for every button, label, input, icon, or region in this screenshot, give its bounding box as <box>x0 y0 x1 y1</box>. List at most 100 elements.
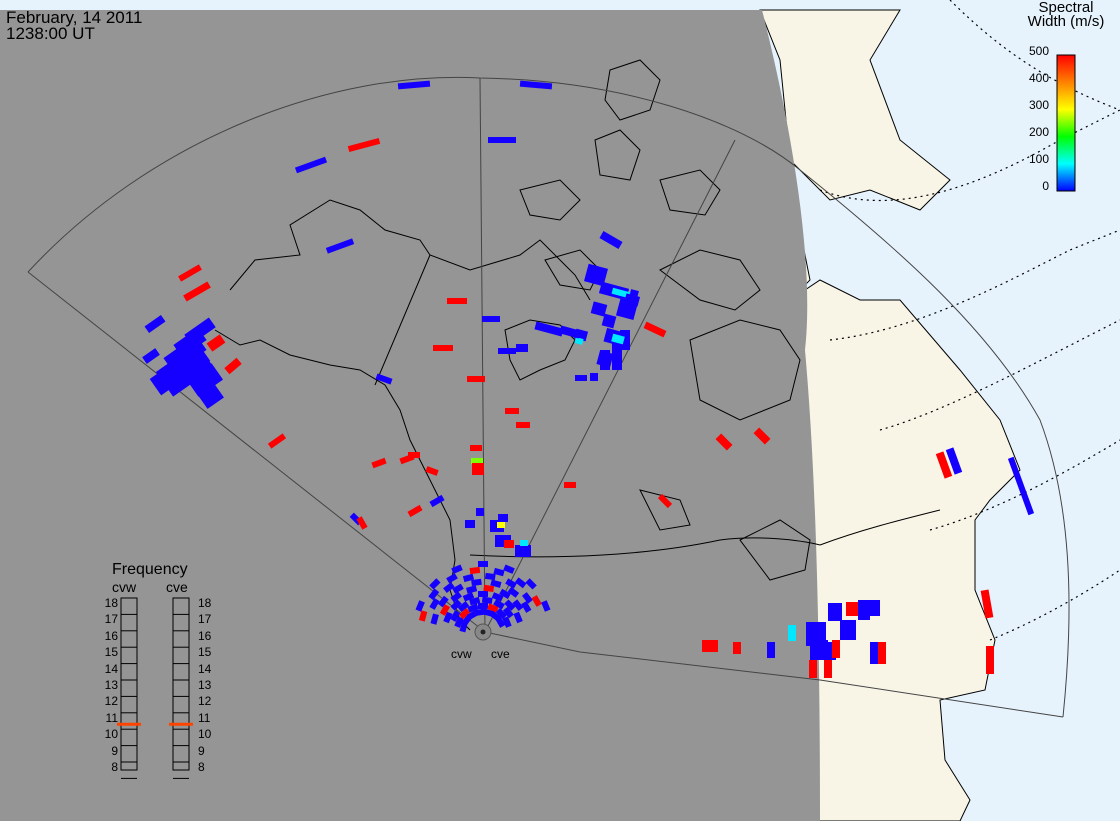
time-label: 1238:00 UT <box>6 24 95 43</box>
frequency-scale-label: 10 <box>198 727 212 742</box>
echo-cell <box>178 264 202 282</box>
echo-cell <box>267 433 287 449</box>
echo-cell <box>450 599 462 611</box>
frequency-scale-label: 18 <box>104 596 118 610</box>
frequency-scale-label: 14 <box>104 661 118 676</box>
colorbar-title-line1: Spectral <box>1038 0 1094 16</box>
echo-cell <box>498 348 516 354</box>
echo-cell <box>184 317 216 345</box>
echo-cell <box>476 508 484 516</box>
echo-cell <box>878 642 886 664</box>
echo-cell <box>450 591 462 603</box>
echo-cell <box>840 620 856 640</box>
echo-cell <box>702 640 718 652</box>
echo-cell <box>450 610 461 622</box>
echo-cell <box>478 591 488 597</box>
echo-cell <box>828 603 842 621</box>
echo-cell <box>493 567 505 577</box>
echo-cell <box>467 376 485 382</box>
echo-cell <box>643 321 667 338</box>
echo-cell <box>809 660 817 678</box>
echo-cell <box>596 350 614 368</box>
echo-cell <box>458 607 471 620</box>
night-region <box>0 10 820 821</box>
echo-cell <box>325 238 355 254</box>
echo-cell <box>504 540 514 548</box>
echo-cell <box>469 566 481 575</box>
echo-cell <box>483 584 495 593</box>
echo-cell <box>183 281 211 302</box>
echo-cell <box>657 493 673 509</box>
colorbar-tick-500: 500 <box>1028 44 1049 58</box>
echo-cell <box>478 561 488 567</box>
echo-cell <box>505 578 517 589</box>
colorbar <box>1056 54 1076 192</box>
land-area-east <box>789 279 1021 821</box>
echo-cell <box>502 616 512 628</box>
echo-cell <box>574 337 584 345</box>
echo-cell <box>512 599 524 611</box>
echo-cell <box>462 573 475 583</box>
echo-cell <box>767 642 775 658</box>
echo-cell <box>832 640 840 658</box>
echo-cell <box>482 316 500 322</box>
coastlines <box>214 59 941 631</box>
echo-cell <box>347 137 381 153</box>
echo-cell <box>490 579 502 588</box>
echo-cell <box>715 433 733 451</box>
frequency-scale-label: 8 <box>198 760 205 774</box>
echo-cell <box>465 585 478 594</box>
echo-cell <box>429 578 441 590</box>
echo-cell <box>457 601 470 613</box>
echo-cell <box>491 592 504 602</box>
echo-cell <box>599 231 623 249</box>
echo-cell <box>620 330 630 350</box>
echo-cell <box>497 522 505 528</box>
echo-cell <box>481 596 493 604</box>
echo-cell <box>519 80 553 90</box>
frequency-gauges <box>120 597 190 771</box>
echo-cell <box>541 600 551 612</box>
echo-cell <box>945 447 963 475</box>
echo-cell <box>858 600 870 620</box>
echo-cell <box>418 610 428 622</box>
echo-cell <box>443 582 455 594</box>
echo-cell <box>429 598 440 610</box>
echo-cell <box>590 373 598 381</box>
echo-cell <box>142 348 160 364</box>
colorbar-tick-400: 400 <box>1028 71 1049 85</box>
echo-cell <box>824 660 832 678</box>
echo-cell <box>514 577 527 589</box>
echo-cell <box>397 80 431 90</box>
echo-cell <box>487 603 499 613</box>
echo-cell <box>408 452 420 458</box>
frequency-scale-label: 17 <box>198 612 212 627</box>
echo-cell <box>513 611 523 624</box>
frequency-scale-label: 11 <box>105 710 118 725</box>
echo-cell <box>495 616 506 628</box>
frequency-scale-label: 9 <box>111 743 118 758</box>
frequency-scale-label: 15 <box>198 645 212 660</box>
frequency-scale-label: 13 <box>104 678 118 692</box>
echo-cell <box>472 463 484 475</box>
echo-cell <box>452 583 464 594</box>
echo-cell <box>462 592 475 602</box>
echo-cell <box>525 578 537 590</box>
echo-cell <box>186 363 224 397</box>
echo-cell <box>504 599 516 611</box>
echo-cell <box>521 601 532 613</box>
echo-cell <box>612 340 622 370</box>
echo-cell <box>629 289 639 299</box>
echo-cell <box>415 600 425 612</box>
echo-cell <box>733 642 741 654</box>
colorbar-tick-300: 300 <box>1028 98 1049 112</box>
echo-cell <box>502 606 514 619</box>
colorbar-tick-0: 0 <box>1042 179 1049 193</box>
echo-cell <box>499 588 511 599</box>
echo-cell <box>521 592 533 604</box>
echo-cell <box>429 494 445 508</box>
colorbar-tick-100: 100 <box>1028 152 1049 166</box>
date-label: February, 14 2011 <box>6 8 143 27</box>
frequency-scale-label: 17 <box>104 612 118 627</box>
echo-cell <box>471 458 483 464</box>
